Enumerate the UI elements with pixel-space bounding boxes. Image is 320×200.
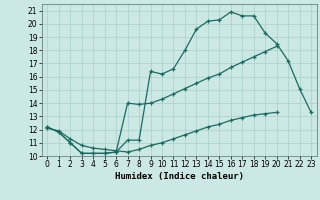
X-axis label: Humidex (Indice chaleur): Humidex (Indice chaleur) bbox=[115, 172, 244, 181]
